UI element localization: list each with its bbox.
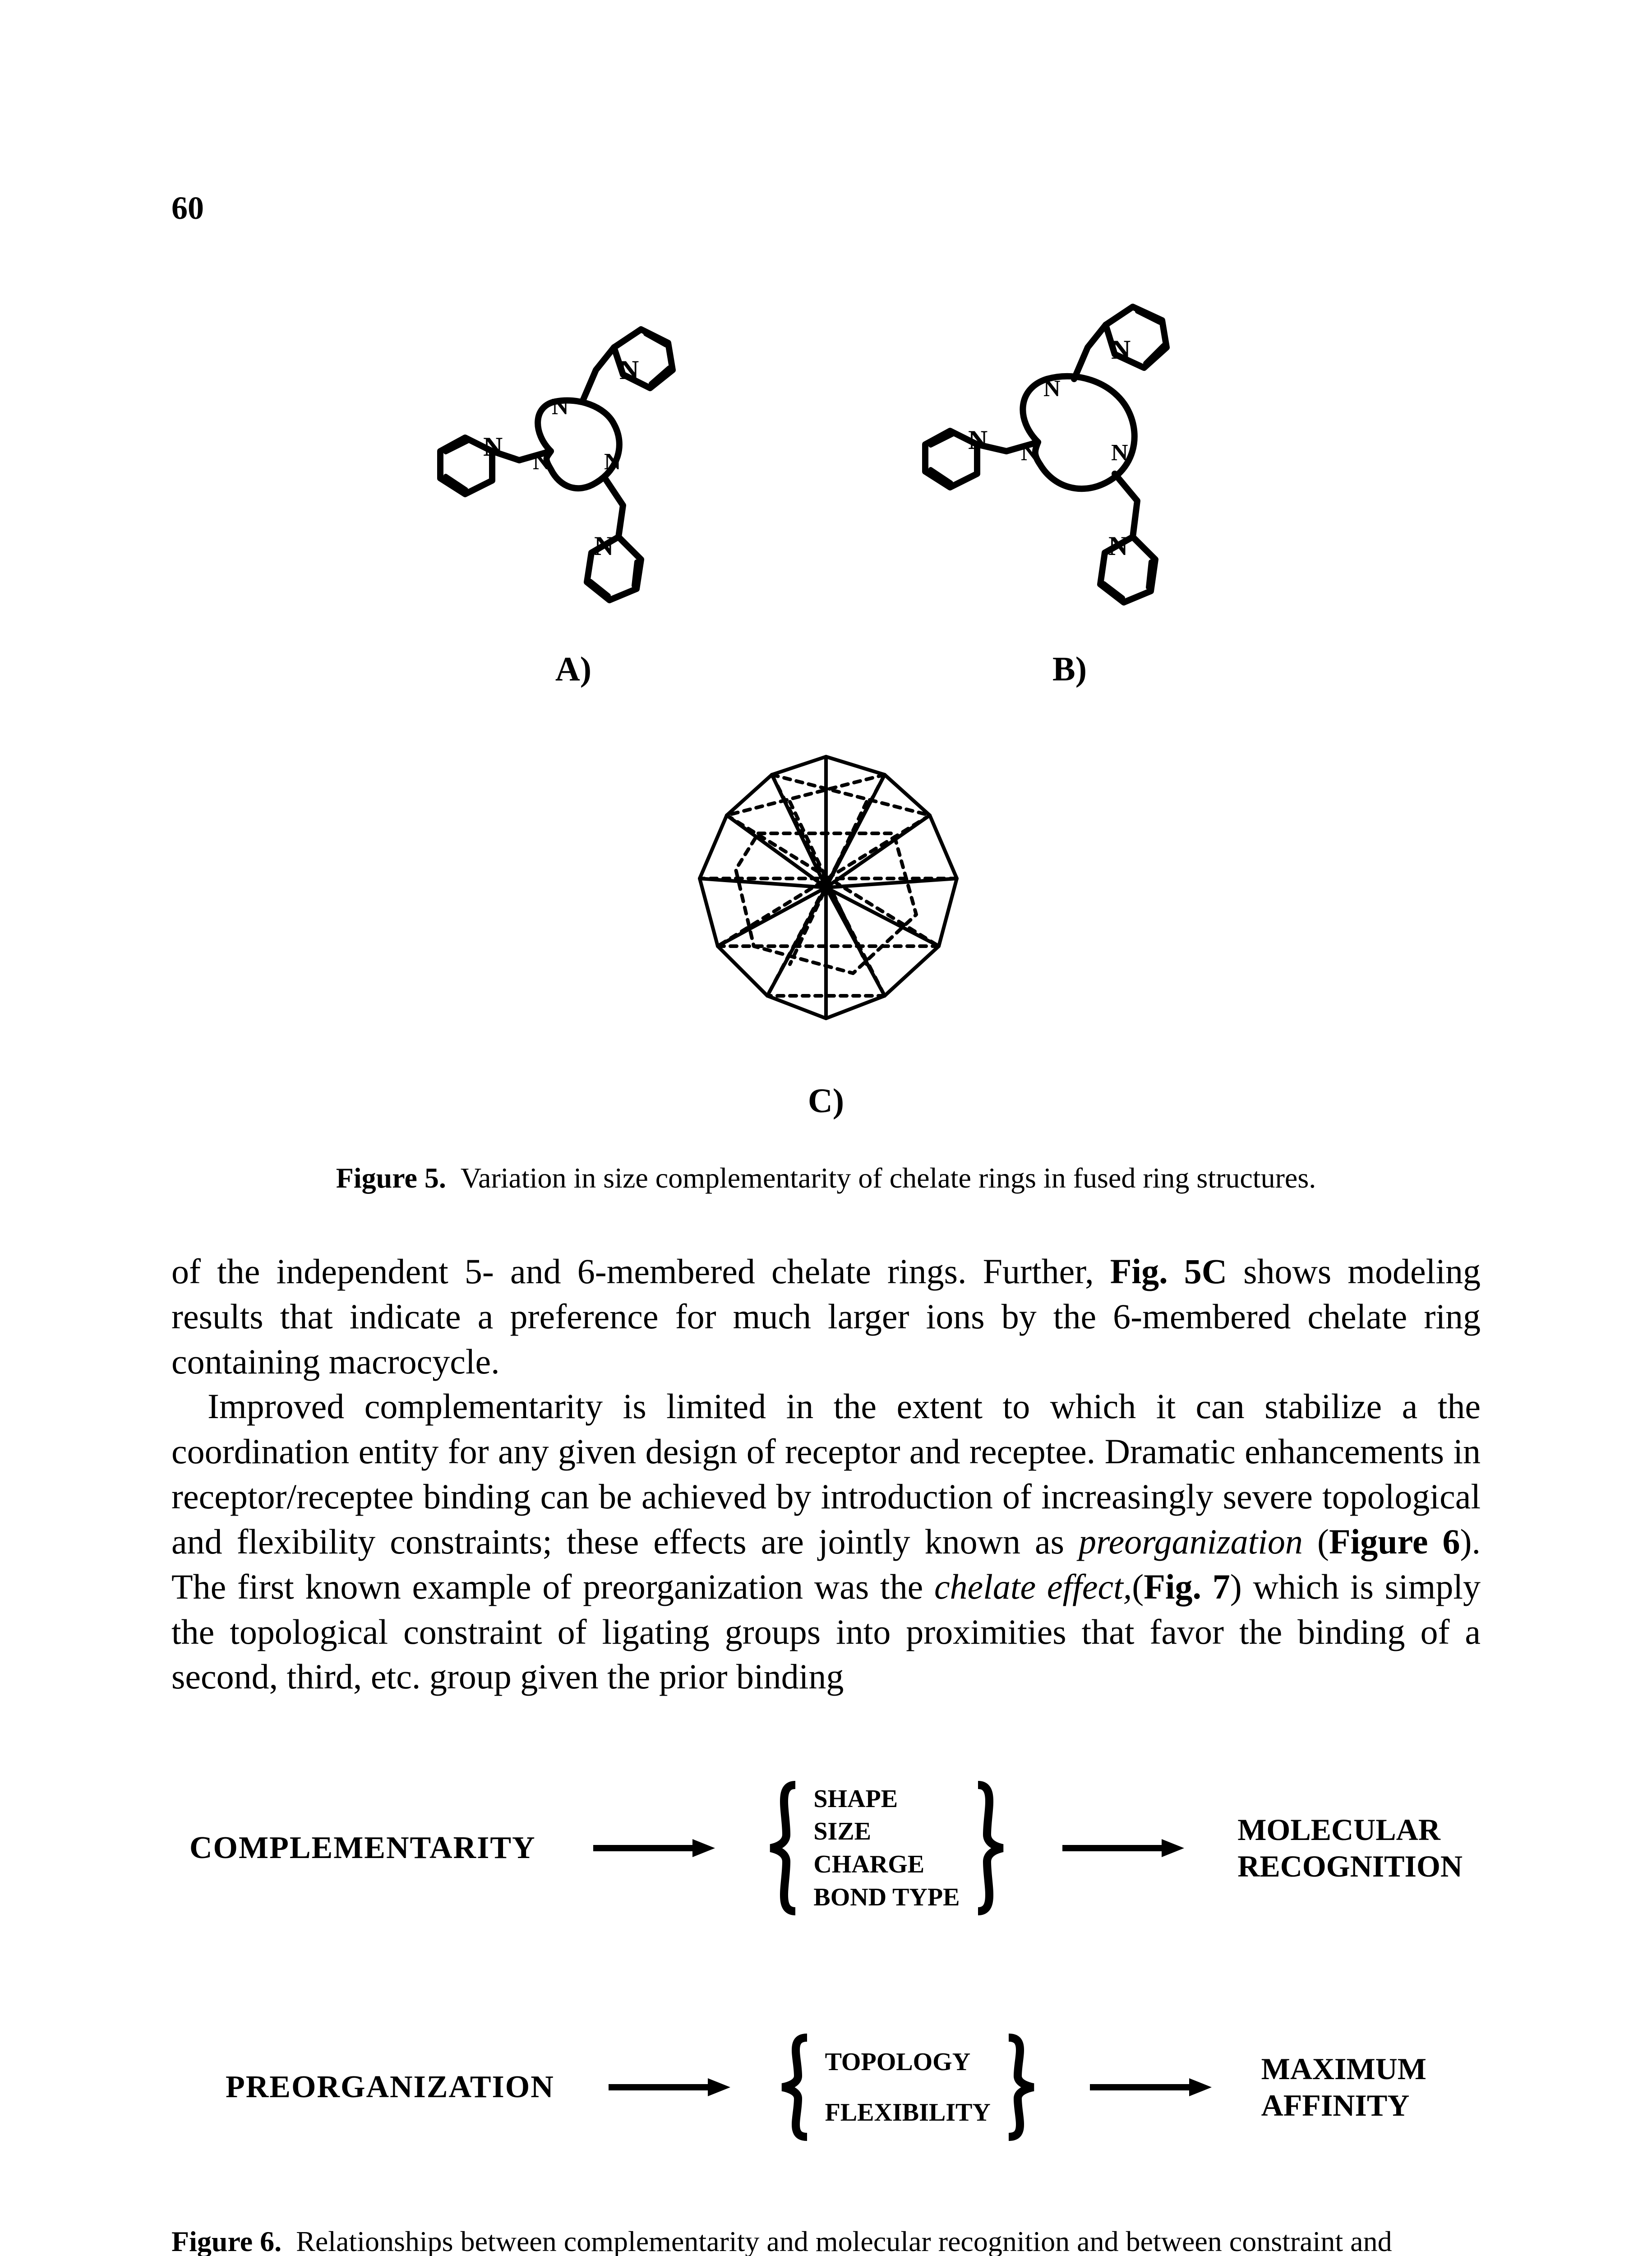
para2-mid3: (	[1132, 1567, 1144, 1606]
row2-items: TOPOLOGY FLEXIBILITY	[812, 2037, 1004, 2138]
svg-text:N: N	[1021, 440, 1038, 466]
arrow-icon	[604, 2074, 730, 2101]
panel-c-label: C)	[641, 1082, 1011, 1121]
svg-text:N: N	[552, 394, 569, 420]
body-paragraphs: of the independent 5- and 6-membered che…	[171, 1249, 1481, 1699]
row1-brace-group: SHAPE SIZE CHARGE BOND TYPE	[768, 1780, 1005, 1916]
svg-text:N: N	[1043, 376, 1061, 402]
brace-left-icon	[768, 1780, 800, 1916]
figure-5-caption: Figure 5. Variation in size complementar…	[171, 1161, 1481, 1195]
figure-6-row-1: COMPLEMENTARITY SHAPE SIZE CHARGE BOND T…	[171, 1780, 1481, 1916]
row1-right-line1: MOLECULAR	[1237, 1812, 1463, 1849]
row1-left-label: COMPLEMENTARITY	[189, 1830, 536, 1866]
cluster-c-icon	[641, 721, 1011, 1063]
para2-preorganization: preorganization	[1079, 1522, 1303, 1561]
figure-5-panel-a: N N N N N	[415, 289, 731, 689]
para2-chelate-effect: chelate effect,	[934, 1567, 1132, 1606]
figure-6: COMPLEMENTARITY SHAPE SIZE CHARGE BOND T…	[171, 1753, 1481, 2256]
page-number: 60	[171, 190, 204, 227]
para1-a: of the independent 5- and 6-membered che…	[171, 1252, 1110, 1291]
row1-items: SHAPE SIZE CHARGE BOND TYPE	[800, 1783, 973, 1914]
figure-5-caption-text	[453, 1162, 461, 1194]
arrow-icon	[1058, 1835, 1184, 1862]
figure-5-row-c: C)	[171, 721, 1481, 1121]
row2-item-1: FLEXIBILITY	[825, 2087, 991, 2138]
figure-6-caption-text: Relationships between complementarity an…	[171, 2225, 1392, 2256]
panel-b-label: B)	[903, 650, 1237, 689]
para2: Improved complementarity is limited in t…	[171, 1384, 1481, 1699]
figure-5-caption-body: Variation in size complementarity of che…	[461, 1162, 1316, 1194]
row2-right-line2: AFFINITY	[1261, 2087, 1426, 2124]
svg-text:N: N	[594, 531, 614, 561]
svg-text:N: N	[1111, 335, 1131, 365]
row1-right-line2: RECOGNITION	[1237, 1848, 1463, 1885]
svg-text:N: N	[619, 355, 639, 385]
row2-right-label: MAXIMUM AFFINITY	[1261, 2051, 1426, 2124]
row1-item-2: CHARGE	[813, 1848, 960, 1881]
row2-brace-group: TOPOLOGY FLEXIBILITY	[780, 2033, 1036, 2141]
figure-6-caption: Figure 6. Relationships between compleme…	[171, 2223, 1481, 2256]
svg-text:N: N	[1108, 531, 1128, 561]
figure-5-row-ab: N N N N N	[171, 271, 1481, 689]
row2-left-label: PREORGANIZATION	[226, 2069, 554, 2105]
brace-right-icon	[1004, 2033, 1036, 2141]
arrow-icon	[589, 1835, 715, 1862]
panel-a-label: A)	[415, 650, 731, 689]
row1-item-3: BOND TYPE	[813, 1881, 960, 1914]
figure-6-caption-label: Figure 6.	[171, 2225, 281, 2256]
svg-text:N: N	[968, 425, 988, 455]
figure-5: N N N N N	[171, 271, 1481, 1195]
molecule-a-icon: N N N N N	[415, 289, 731, 632]
svg-text:N: N	[483, 432, 503, 462]
svg-text:N: N	[604, 449, 621, 475]
molecule-b-icon: N N N N N N	[903, 271, 1237, 632]
para2-fig6-ref: Figure 6	[1329, 1522, 1460, 1561]
para2-fig7-ref: Fig. 7	[1144, 1567, 1230, 1606]
figure-5-panel-b: N N N N N N	[903, 271, 1237, 689]
para1-fig5c-ref: Fig. 5C	[1110, 1252, 1227, 1291]
para2-mid1: (	[1303, 1522, 1329, 1561]
figure-5-caption-label: Figure 5.	[336, 1162, 446, 1194]
row1-item-0: SHAPE	[813, 1783, 960, 1816]
figure-6-diagram: COMPLEMENTARITY SHAPE SIZE CHARGE BOND T…	[171, 1753, 1481, 2168]
row1-right-label: MOLECULAR RECOGNITION	[1237, 1812, 1463, 1885]
figure-6-row-2: PREORGANIZATION TOPOLOGY FLEXIBILITY	[171, 2033, 1481, 2141]
svg-text:N: N	[533, 449, 550, 475]
brace-left-icon	[780, 2033, 812, 2141]
arrow-icon	[1085, 2074, 1212, 2101]
row2-item-0: TOPOLOGY	[825, 2037, 991, 2087]
page: 60 N	[0, 0, 1652, 2256]
row2-right-line1: MAXIMUM	[1261, 2051, 1426, 2088]
row1-item-1: SIZE	[813, 1815, 960, 1848]
svg-text:N: N	[1111, 440, 1128, 466]
figure-5-panel-c: C)	[641, 721, 1011, 1121]
brace-right-icon	[974, 1780, 1005, 1916]
